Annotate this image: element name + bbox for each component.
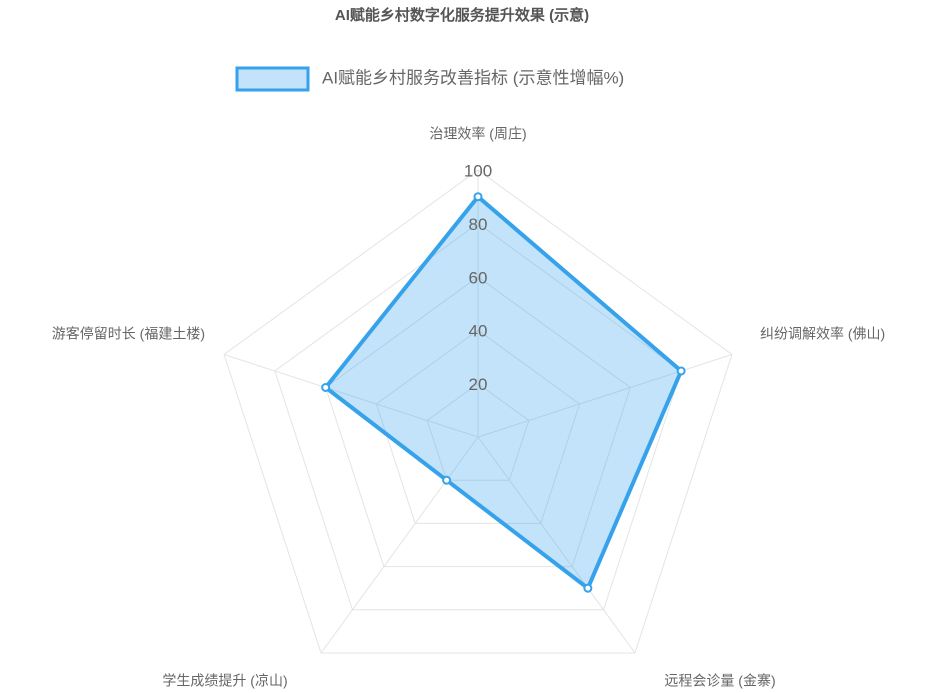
grid-ring [375, 329, 581, 524]
chart-title: AI赋能乡村数字化服务提升效果 (示意) [335, 6, 589, 24]
grid-ring [223, 169, 733, 654]
grid-ring [274, 222, 682, 611]
tick-label: 60 [469, 268, 488, 287]
tick-label: 80 [469, 215, 488, 234]
tick-label: 40 [469, 322, 488, 341]
grid-ring [426, 382, 530, 481]
spoke [477, 354, 733, 438]
spoke [477, 436, 636, 654]
radar-point [583, 583, 593, 593]
grid-ring [325, 276, 631, 568]
radar-point [473, 192, 483, 202]
tick-label: 20 [469, 375, 488, 394]
legend-swatch [235, 66, 310, 92]
spoke [320, 436, 479, 654]
spoke [223, 354, 479, 438]
category-label: 远程会诊量 (金寨) [664, 673, 775, 689]
radar-point [676, 366, 686, 376]
tick-label: 100 [464, 161, 492, 180]
category-label: 学生成绩提升 (凉山) [162, 673, 287, 689]
category-label: 游客停留时长 (福建土楼) [52, 326, 205, 342]
category-label: 纠纷调解效率 (佛山) [760, 326, 885, 342]
category-label: 治理效率 (周庄) [429, 126, 526, 142]
radar-point [321, 382, 331, 392]
radar-area [322, 193, 684, 592]
radar-point [442, 475, 452, 485]
legend-label: AI赋能乡村服务改善指标 (示意性增幅%) [322, 68, 624, 87]
